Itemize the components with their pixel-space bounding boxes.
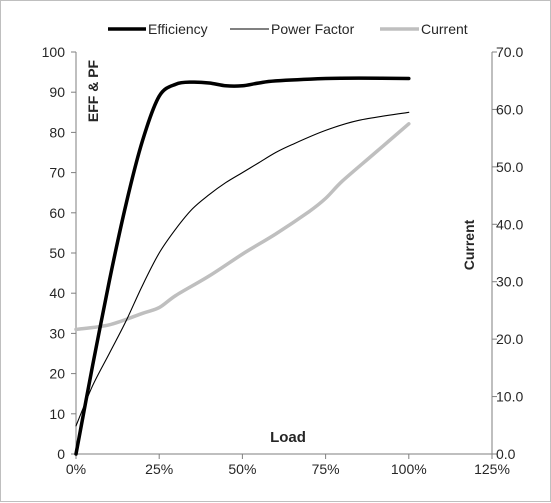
series-layer (74, 76, 411, 456)
series-line-efficiency (74, 76, 411, 456)
right-y-tick-label: 50.0 (496, 159, 523, 175)
series-line-power-factor (75, 111, 410, 427)
left-y-tick-label: 40 (49, 285, 65, 301)
right-y-tick-label: 70.0 (496, 44, 523, 60)
right-y-axis-label: Current (461, 219, 477, 270)
legend: Efficiency Power Factor Current (108, 21, 468, 37)
right-y-tick-label: 20.0 (496, 331, 523, 347)
left-y-tick-label: 20 (49, 366, 65, 382)
legend-label-current: Current (421, 21, 468, 37)
left-y-tick-label: 50 (49, 245, 65, 261)
legend-label-efficiency: Efficiency (148, 21, 208, 37)
left-y-tick-label: 70 (49, 165, 65, 181)
right-y-tick-label: 60.0 (496, 101, 523, 117)
axes-layer: 0 10 20 30 40 50 60 70 80 90 100 0.0 10.0 20.0 30.0 40.… (42, 44, 524, 477)
left-y-tick-label: 100 (42, 44, 66, 60)
right-y-tick-label: 40.0 (496, 216, 523, 232)
left-y-tick-label: 60 (49, 205, 65, 221)
x-tick-label: 75% (312, 461, 340, 477)
series-line-current (74, 122, 411, 332)
left-y-tick-label: 80 (49, 124, 65, 140)
left-y-tick-label: 0 (57, 446, 65, 462)
x-axis-label: Load (270, 429, 306, 446)
x-tick-label: 100% (391, 461, 427, 477)
right-y-tick-label: 10.0 (496, 389, 523, 405)
left-y-axis-label: EFF & PF (85, 59, 101, 122)
left-y-tick-label: 10 (49, 406, 65, 422)
left-y-tick-label: 30 (49, 325, 65, 341)
right-y-tick-label: 0.0 (496, 446, 516, 462)
x-tick-label: 25% (145, 461, 173, 477)
legend-label-power-factor: Power Factor (271, 21, 355, 37)
left-y-tick-label: 90 (49, 84, 65, 100)
x-tick-label: 125% (474, 461, 510, 477)
x-tick-label: 50% (228, 461, 256, 477)
x-tick-label: 0% (66, 461, 86, 477)
right-y-tick-label: 30.0 (496, 274, 523, 290)
